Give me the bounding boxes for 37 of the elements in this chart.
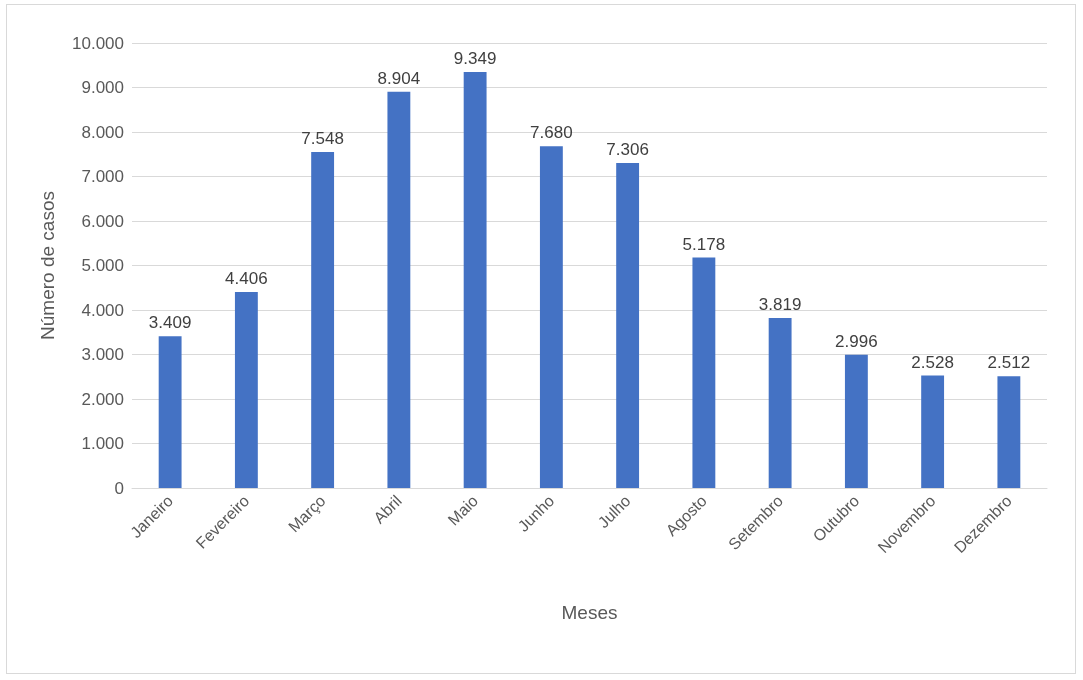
y-tick-label: 3.000 — [81, 345, 124, 364]
data-label: 8.904 — [377, 68, 421, 88]
data-label: 5.178 — [682, 234, 726, 254]
y-tick-label: 5.000 — [81, 256, 124, 275]
y-tick-label: 10.000 — [72, 33, 124, 53]
y-tick-label: 8.000 — [81, 122, 124, 142]
bar — [921, 375, 945, 488]
data-label: 4.406 — [225, 268, 268, 288]
y-tick-label: 6.000 — [81, 211, 124, 231]
data-label: 3.409 — [148, 313, 192, 333]
data-label: 3.819 — [758, 295, 802, 315]
bar — [844, 354, 868, 488]
bar — [539, 146, 563, 488]
y-tick-label: 4.000 — [81, 300, 124, 320]
y-tick-label: 1.000 — [81, 434, 124, 453]
bar — [311, 152, 335, 488]
bar — [616, 162, 640, 488]
bar — [463, 71, 487, 488]
data-label: 9.349 — [453, 48, 497, 68]
data-label: 2.996 — [835, 331, 878, 351]
bar — [234, 291, 258, 488]
y-tick-label: 2.000 — [81, 389, 124, 409]
bar — [387, 91, 411, 488]
bar — [692, 257, 716, 488]
data-label: 7.306 — [606, 139, 649, 159]
y-tick-label: 7.000 — [81, 167, 124, 186]
bar — [768, 318, 792, 488]
x-axis-title: Meses — [561, 602, 618, 623]
y-axis-title: Número de casos — [37, 191, 58, 340]
data-label: 2.528 — [911, 352, 954, 372]
data-label: 2.512 — [987, 353, 1031, 373]
y-tick-label: 0 — [114, 478, 124, 498]
data-label: 7.680 — [530, 123, 573, 143]
bar — [158, 336, 182, 488]
bar — [997, 376, 1021, 488]
data-label: 7.548 — [301, 129, 344, 149]
y-tick-label: 9.000 — [81, 78, 124, 97]
